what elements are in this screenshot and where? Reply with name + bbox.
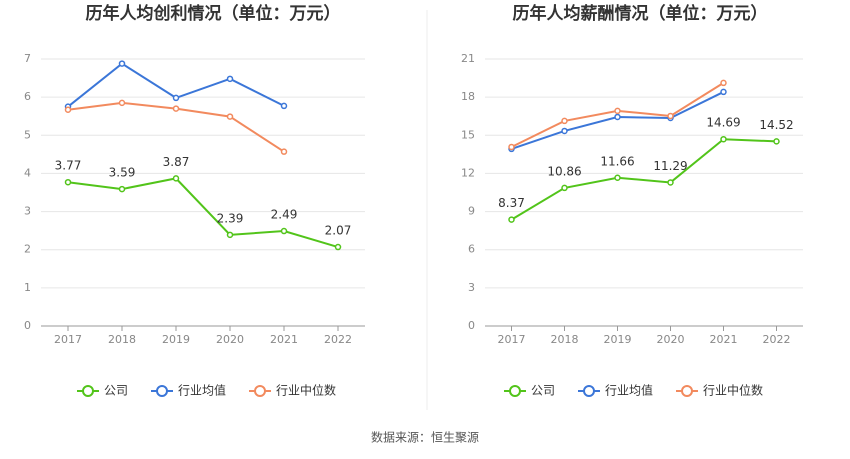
point — [280, 102, 288, 110]
y-tick-label: 3 — [24, 205, 31, 218]
point — [334, 243, 342, 251]
y-tick-label: 2 — [24, 243, 31, 256]
point — [118, 99, 126, 107]
data-label: 2.49 — [271, 208, 298, 222]
point — [172, 175, 180, 182]
legend-label: 行业均值 — [605, 383, 653, 398]
y-tick-label: 4 — [24, 166, 31, 179]
legend-marker — [156, 385, 168, 397]
point — [614, 174, 621, 182]
point — [508, 216, 515, 223]
point — [720, 88, 727, 96]
data-label: 10.86 — [547, 164, 581, 178]
data-label: 3.77 — [55, 159, 82, 173]
x-tick-label: 2022 — [763, 333, 791, 346]
point — [720, 79, 727, 87]
y-tick-label: 5 — [24, 128, 31, 141]
chart-title: 历年人均创利情况（单位：万元） — [86, 3, 341, 24]
x-tick-label: 2021 — [270, 333, 298, 346]
y-tick-label: 1 — [24, 281, 31, 294]
x-tick-label: 2018 — [108, 333, 136, 346]
point — [172, 105, 180, 112]
y-tick-label: 18 — [461, 90, 475, 103]
legend-marker — [82, 385, 94, 397]
legend-label: 行业中位数 — [703, 383, 763, 398]
point — [614, 113, 621, 121]
chart-title: 历年人均薪酬情况（单位：万元） — [513, 3, 768, 24]
y-tick-label: 6 — [24, 90, 31, 103]
x-tick-label: 2022 — [324, 333, 352, 346]
x-tick-label: 2019 — [604, 333, 632, 346]
data-label: 3.59 — [109, 166, 136, 180]
legend-label: 公司 — [104, 384, 128, 398]
data-label: 8.37 — [498, 196, 525, 210]
series-line — [67, 177, 339, 249]
data-label: 3.87 — [163, 155, 190, 169]
point — [280, 227, 288, 235]
y-tick-label: 6 — [468, 243, 475, 256]
point — [614, 107, 621, 115]
data-label: 11.66 — [600, 154, 634, 168]
y-tick-label: 7 — [24, 52, 31, 65]
series-line — [510, 138, 777, 221]
point — [118, 60, 126, 67]
data-label: 11.29 — [653, 159, 687, 173]
point — [561, 117, 568, 125]
legend-marker — [681, 385, 693, 397]
point — [64, 178, 72, 186]
series-line — [511, 91, 724, 150]
x-tick-label: 2020 — [657, 333, 685, 346]
x-tick-label: 2017 — [54, 333, 82, 346]
y-tick-label: 3 — [468, 281, 475, 294]
x-tick-label: 2017 — [498, 333, 526, 346]
point — [561, 184, 568, 192]
legend-marker — [254, 385, 266, 397]
data-label: 2.39 — [217, 211, 244, 225]
y-tick-label: 12 — [461, 166, 475, 179]
x-tick-label: 2019 — [162, 333, 190, 346]
point — [64, 106, 72, 113]
point — [226, 75, 234, 83]
point — [226, 231, 234, 239]
point — [773, 138, 780, 145]
y-tick-label: 0 — [24, 319, 31, 332]
data-label: 14.69 — [706, 116, 740, 130]
legend-label: 公司 — [531, 384, 555, 398]
point — [226, 113, 234, 120]
point — [508, 143, 515, 151]
legend-label: 行业中位数 — [276, 383, 336, 398]
data-label: 14.52 — [759, 118, 793, 132]
point — [118, 185, 126, 193]
x-tick-label: 2018 — [551, 333, 579, 346]
y-tick-label: 15 — [461, 128, 475, 141]
y-tick-label: 0 — [468, 319, 475, 332]
point — [172, 94, 180, 102]
legend-marker — [509, 385, 521, 397]
point — [720, 135, 727, 143]
point — [667, 179, 674, 186]
x-tick-label: 2020 — [216, 333, 244, 346]
point — [667, 112, 674, 120]
point — [280, 148, 288, 155]
y-tick-label: 9 — [468, 205, 475, 218]
point — [561, 127, 568, 135]
source-note: 数据来源：恒生聚源 — [371, 430, 479, 445]
legend-marker — [583, 385, 595, 397]
data-label: 2.07 — [325, 224, 352, 238]
y-tick-label: 21 — [461, 52, 475, 65]
legend-label: 行业均值 — [178, 383, 226, 398]
x-tick-label: 2021 — [710, 333, 738, 346]
